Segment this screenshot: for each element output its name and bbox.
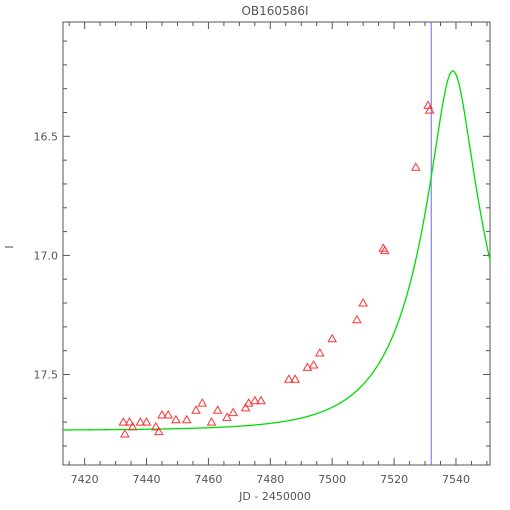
data-point-triangle	[212, 405, 223, 414]
data-point-triangle	[290, 374, 300, 383]
y-tick-label: 16.5	[34, 130, 59, 143]
x-tick-label: 7460	[194, 473, 222, 486]
data-point-triangle	[181, 414, 192, 424]
model-fit-curve	[63, 70, 491, 431]
data-point-triangle	[222, 412, 232, 421]
chart-title: OB160586I	[241, 4, 308, 18]
data-point-triangle	[197, 398, 208, 407]
data-point-triangle	[157, 409, 167, 419]
data-point-triangle	[120, 429, 130, 438]
model-curve-layer	[63, 70, 491, 431]
x-tick-label: 7420	[71, 473, 99, 486]
data-point-triangle	[118, 417, 129, 426]
data-point-triangle	[243, 398, 254, 407]
y-tick-label: 17.0	[34, 249, 59, 262]
plot-area-frame	[62, 21, 491, 466]
y-axis: 16.5 17.0 17.5	[34, 40, 490, 447]
x-axis-label: JD - 2450000	[238, 490, 311, 503]
data-point-triangle	[256, 395, 266, 405]
data-point-triangle	[379, 245, 390, 255]
data-point-triangle	[249, 395, 260, 405]
x-tick-label: 7500	[318, 473, 346, 486]
data-point-triangle	[163, 409, 174, 419]
y-axis-label: I	[3, 245, 16, 248]
data-point-triangle	[424, 105, 435, 114]
data-point-triangle	[314, 348, 325, 357]
data-point-triangle	[410, 162, 421, 171]
data-point-triangle	[302, 362, 313, 371]
data-point-triangle	[358, 298, 368, 307]
data-point-triangle	[352, 314, 362, 324]
data-point-triangle	[127, 421, 138, 431]
data-point-triangle	[206, 417, 217, 426]
x-tick-label: 7520	[380, 473, 408, 486]
x-tick-label: 7480	[256, 473, 284, 486]
data-point-triangle	[150, 421, 161, 431]
data-point-triangle	[154, 426, 164, 436]
data-points-layer	[118, 100, 435, 438]
data-point-triangle	[327, 333, 338, 343]
data-point-triangle	[135, 417, 146, 426]
data-point-triangle	[308, 359, 319, 369]
data-point-triangle	[240, 402, 251, 412]
data-point-triangle	[171, 414, 181, 424]
data-point-triangle	[228, 407, 239, 417]
x-tick-label: 7540	[442, 473, 470, 486]
x-tick-label: 7440	[133, 473, 161, 486]
data-point-triangle	[141, 417, 152, 426]
y-tick-label: 17.5	[34, 368, 59, 381]
data-point-triangle	[284, 374, 294, 383]
data-point-triangle	[191, 405, 201, 414]
data-point-triangle	[124, 417, 135, 426]
x-axis: 7420 7440 7460 7480 7500 7520 7540	[68, 22, 488, 486]
